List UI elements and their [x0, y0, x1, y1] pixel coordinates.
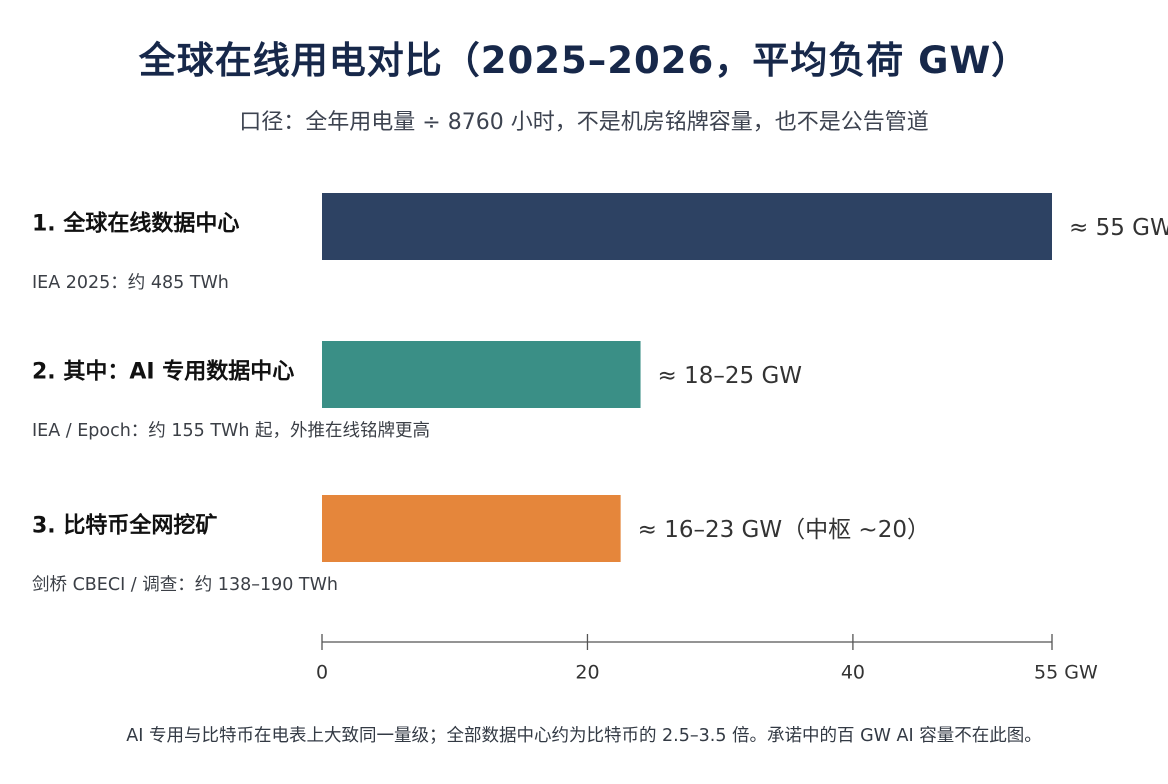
x-tick-label: 55 GW [1034, 662, 1098, 684]
category-label: 2. 其中：AI 专用数据中心 [32, 359, 294, 385]
chart-footnote: AI 专用与比特币在电表上大致同一量级；全部数据中心约为比特币的 2.5–3.5… [126, 726, 1042, 746]
source-note: 剑桥 CBECI / 调查：约 138–190 TWh [32, 575, 338, 595]
value-label: ≈ 55 GW [1069, 215, 1168, 241]
chart-title: 全球在线用电对比（2025–2026，平均负荷 GW） [138, 39, 1030, 82]
bar [322, 495, 621, 562]
value-label: ≈ 16–23 GW（中枢 ~20） [638, 517, 930, 543]
category-label: 1. 全球在线数据中心 [32, 211, 239, 237]
bar [322, 193, 1052, 260]
category-label: 3. 比特币全网挖矿 [32, 513, 217, 539]
value-label: ≈ 18–25 GW [658, 363, 803, 389]
x-tick-label: 0 [316, 662, 328, 684]
x-tick-label: 40 [841, 662, 865, 684]
x-tick-label: 20 [575, 662, 599, 684]
source-note: IEA 2025：约 485 TWh [32, 273, 229, 293]
chart-subtitle: 口径：全年用电量 ÷ 8760 小时，不是机房铭牌容量，也不是公告管道 [239, 110, 929, 135]
bar [322, 341, 641, 408]
source-note: IEA / Epoch：约 155 TWh 起，外推在线铭牌更高 [32, 421, 430, 441]
